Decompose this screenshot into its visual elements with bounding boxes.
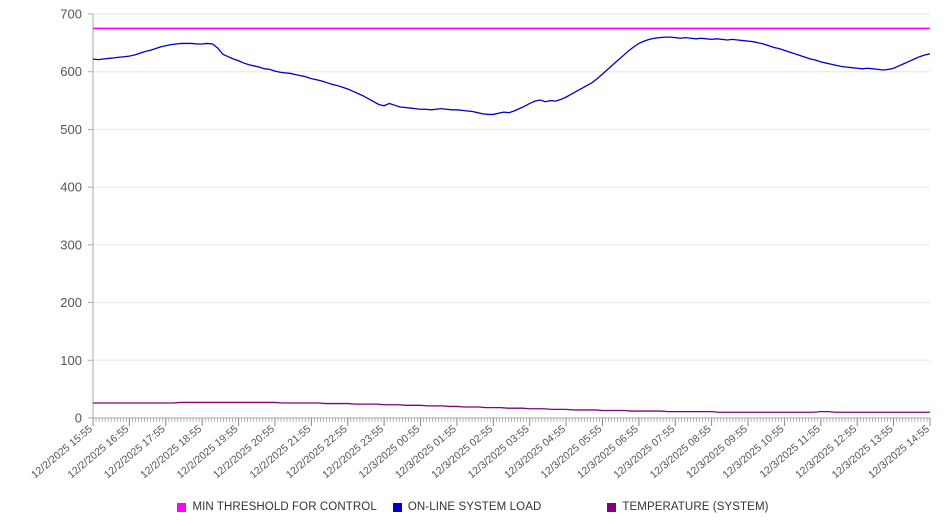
legend-label: TEMPERATURE (SYSTEM) [622, 501, 769, 513]
y-axis-tick-label: 600 [60, 64, 82, 79]
y-axis-tick-label: 400 [60, 180, 82, 195]
x-axis-tick-label: 12/3/2025 00:55 [357, 423, 423, 481]
x-axis-tick-label: 12/2/2025 16:55 [65, 423, 131, 481]
x-axis-major-ticks [92, 418, 931, 426]
legend-item-min-threshold-for-control[interactable]: MIN THRESHOLD FOR CONTROL [177, 501, 377, 513]
y-gridlines [93, 13, 930, 361]
x-axis-tick-label: 12/3/2025 05:55 [539, 423, 605, 481]
y-axis-tick-label: 300 [60, 237, 82, 252]
x-axis-tick-label: 12/3/2025 13:55 [830, 423, 896, 481]
legend-item-on-line-system-load[interactable]: ON-LINE SYSTEM LOAD [392, 501, 542, 513]
chart-legend: MIN THRESHOLD FOR CONTROL ON-LINE SYSTEM… [0, 494, 946, 520]
series-line-on-line-system-load [92, 36, 931, 116]
x-axis-tick-label: 12/2/2025 15:55 [29, 423, 95, 481]
y-axis-tick-label: 200 [60, 295, 82, 310]
x-axis-tick-label: 12/3/2025 02:55 [429, 423, 495, 481]
x-axis-minor-ticks [92, 418, 931, 422]
y-axis-tick-label: 700 [60, 7, 82, 22]
y-axis-tick-label: 0 [75, 411, 82, 426]
y-axis-tick-label: 100 [60, 353, 82, 368]
x-axis-tick-label: 12/2/2025 20:55 [211, 423, 277, 481]
x-axis-tick-label: 12/3/2025 09:55 [684, 423, 750, 481]
legend-item-temperature-system[interactable]: TEMPERATURE (SYSTEM) [607, 501, 768, 513]
legend-label: ON-LINE SYSTEM LOAD [407, 501, 542, 513]
x-axis-tick-label: 12/3/2025 07:55 [611, 423, 677, 481]
x-axis-tick-label: 12/3/2025 04:55 [502, 423, 568, 481]
x-axis-tick-label: 12/3/2025 08:55 [648, 423, 714, 481]
x-axis-tick-label: 12/3/2025 01:55 [393, 423, 459, 481]
legend-swatch-blue-icon [392, 502, 402, 512]
legend-swatch-purple-icon [607, 502, 617, 512]
x-axis-tick-label: 12/3/2025 14:55 [866, 423, 932, 481]
y-axis-tick-label: 500 [60, 122, 82, 137]
x-axis-tick-label: 12/2/2025 23:55 [320, 423, 386, 481]
x-axis-tick-label: 12/3/2025 06:55 [575, 423, 641, 481]
series-line-temperature-system [93, 401, 930, 413]
x-axis-tick-label: 12/3/2025 03:55 [466, 423, 532, 481]
y-axis-tick-labels: 0 100 200 300 400 500 600 700 [60, 7, 82, 426]
x-axis-tick-label: 12/2/2025 17:55 [102, 423, 168, 481]
legend-swatch-magenta-icon [177, 502, 187, 512]
x-axis-tick-label: 12/2/2025 18:55 [138, 423, 204, 481]
x-axis-tick-label: 12/3/2025 12:55 [793, 423, 859, 481]
x-axis-tick-label: 12/2/2025 19:55 [175, 423, 241, 481]
y-axis-ticks [88, 13, 93, 419]
legend-label: MIN THRESHOLD FOR CONTROL [192, 501, 377, 513]
x-axis-tick-label: 12/2/2025 21:55 [247, 423, 313, 481]
x-axis-tick-label: 12/2/2025 22:55 [284, 423, 350, 481]
x-axis-tick-label: 12/3/2025 10:55 [721, 423, 787, 481]
